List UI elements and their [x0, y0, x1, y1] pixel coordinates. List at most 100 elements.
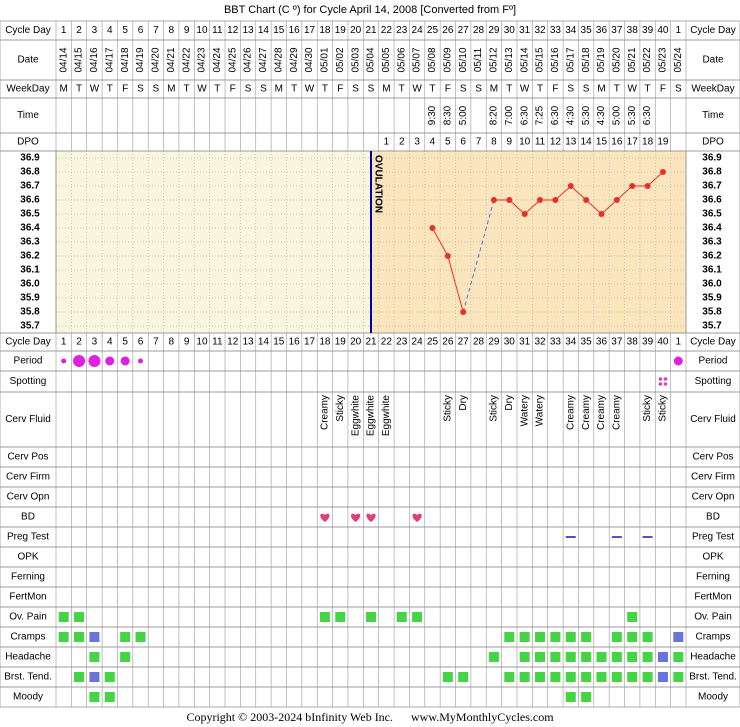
dpo-label: 4 — [430, 137, 436, 148]
cervical-fluid: Watery — [519, 395, 530, 426]
dates-label: 05/01 — [320, 47, 331, 72]
y-tick-label: 36.4 — [702, 223, 722, 234]
weekdays-label: W — [627, 84, 637, 95]
symptom — [642, 652, 653, 662]
dates-label: 05/18 — [581, 47, 592, 72]
symptom — [550, 632, 561, 642]
weekdays-label: W — [520, 84, 530, 95]
row-label: Period — [699, 356, 728, 367]
row-label: WeekDay — [691, 84, 734, 95]
row-label: Cycle Day — [5, 337, 51, 348]
dates-label: 05/12 — [489, 47, 500, 72]
spotting — [658, 377, 668, 386]
y-tick-label: 36.0 — [20, 279, 40, 290]
dates-label: 04/21 — [166, 47, 177, 72]
symptom — [74, 632, 85, 642]
categories-label: 33 — [550, 337, 562, 348]
categories-label: 18 — [319, 337, 331, 348]
weekdays-label: S — [675, 84, 682, 95]
symptom — [596, 652, 607, 662]
cervical-fluid: Dry — [458, 395, 469, 411]
categories-label: 11 — [212, 25, 223, 36]
weekdays-label: W — [197, 84, 207, 95]
temperature-point — [537, 197, 544, 203]
dates-label: 04/17 — [104, 47, 115, 72]
row-label: WeekDay — [6, 84, 49, 95]
row-label: Time — [17, 110, 39, 121]
row-label: Cramps — [10, 632, 45, 643]
period-dot — [105, 356, 115, 366]
symptom — [412, 612, 423, 622]
categories-label: 10 — [196, 25, 208, 36]
symptom — [565, 692, 576, 702]
categories-label: 26 — [442, 25, 454, 36]
dates-label: 05/08 — [427, 47, 438, 72]
times-label: 6:30 — [550, 105, 561, 125]
y-tick-label: 36.6 — [20, 195, 40, 206]
symptom — [565, 652, 576, 662]
row-label: DPO — [702, 137, 724, 148]
y-tick-label: 36.2 — [702, 251, 722, 262]
symptom — [458, 672, 469, 682]
categories-label: 18 — [319, 25, 331, 36]
symptom — [657, 672, 668, 682]
dates-label: 04/16 — [89, 47, 100, 72]
weekdays-label: S — [475, 84, 482, 95]
symptom — [581, 652, 592, 662]
temperature-point — [506, 197, 513, 203]
symptom — [74, 672, 85, 682]
y-tick-label: 36.9 — [702, 153, 722, 164]
symptom — [58, 632, 69, 642]
y-tick-label: 36.3 — [20, 237, 40, 248]
cervical-fluid: Creamy — [565, 395, 576, 430]
row-label: Cycle Day — [5, 25, 51, 36]
times-label: 5:00 — [458, 105, 469, 125]
symptom — [89, 692, 100, 702]
period-dot — [61, 358, 67, 364]
weekdays-label: T — [322, 84, 328, 95]
categories-label: 31 — [519, 25, 531, 36]
cervical-fluid: Sticky — [658, 395, 669, 422]
times-label: 4:30 — [596, 105, 607, 125]
dates-label: 04/25 — [227, 47, 238, 72]
weekdays-label: S — [583, 84, 590, 95]
temperature-point — [521, 211, 528, 217]
dpo-label: 18 — [642, 137, 654, 148]
dates-label: 05/04 — [366, 47, 377, 72]
times-label: 5:30 — [581, 105, 592, 125]
categories-label: 40 — [657, 337, 669, 348]
symptom — [611, 632, 622, 642]
cervical-fluid: Watery — [535, 395, 546, 426]
times-label: 4:30 — [565, 105, 576, 125]
period-dot — [673, 356, 683, 366]
weekdays-label: F — [552, 84, 558, 95]
preg-test — [642, 536, 653, 538]
categories-label: 17 — [304, 25, 316, 36]
symptom — [581, 672, 592, 682]
ovulation-label: OVULATION — [372, 155, 383, 213]
y-tick-label: 36.1 — [20, 265, 40, 276]
row-label: Cerv Opn — [7, 492, 50, 503]
categories-label: 15 — [273, 337, 285, 348]
row-label: OPK — [702, 552, 723, 563]
dates-label: 05/21 — [627, 47, 638, 72]
categories-label: 3 — [92, 25, 98, 36]
temperature-point — [644, 183, 651, 189]
temperature-point — [613, 197, 620, 203]
weekdays-label: S — [460, 84, 467, 95]
row-label: Cerv Opn — [692, 492, 735, 503]
weekdays-label: T — [429, 84, 435, 95]
categories-label: 13 — [243, 337, 255, 348]
symptom — [120, 652, 131, 662]
dates-label: 05/23 — [658, 47, 669, 72]
weekdays-label: S — [153, 84, 160, 95]
times-label: 9:30 — [427, 105, 438, 125]
y-tick-label: 36.3 — [702, 237, 722, 248]
row-label: Period — [14, 356, 43, 367]
categories-label: 12 — [227, 25, 239, 36]
categories-label: 29 — [488, 25, 500, 36]
weekdays-label: W — [90, 84, 100, 95]
categories-label: 14 — [258, 337, 270, 348]
dpo-label: 9 — [507, 137, 513, 148]
categories-label: 27 — [458, 25, 470, 36]
